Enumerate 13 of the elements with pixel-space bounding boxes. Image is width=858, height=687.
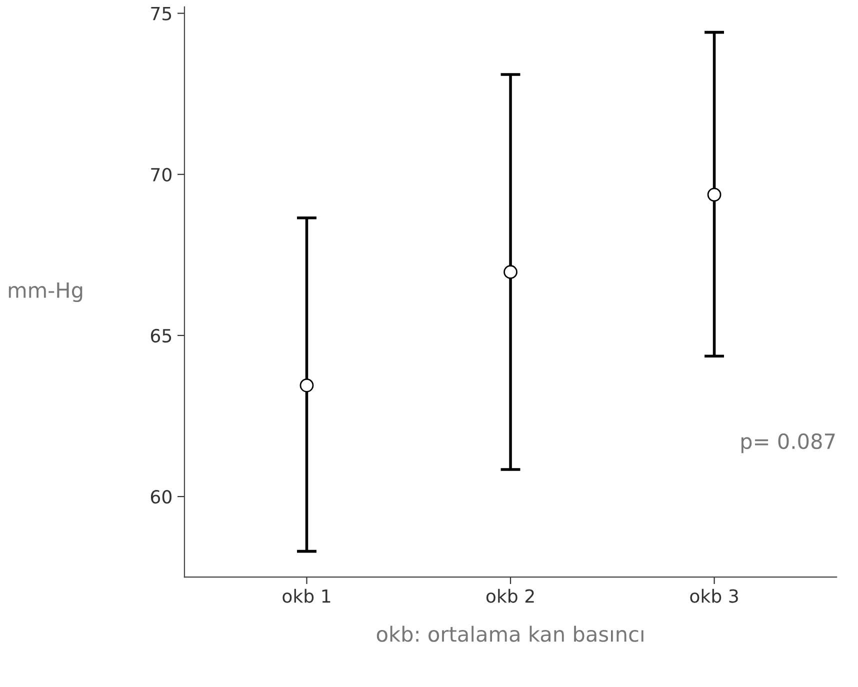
point bbox=[707, 188, 722, 202]
y-tick-label: 70 bbox=[151, 168, 172, 182]
x-tick-label: okb 3 bbox=[690, 588, 738, 603]
y-tick-label: 75 bbox=[151, 7, 172, 20]
point bbox=[504, 265, 518, 279]
point bbox=[300, 378, 314, 392]
x-axis-title: okb: ortalama kan basıncı bbox=[376, 626, 644, 642]
y-axis-title: mm-Hg bbox=[8, 282, 82, 302]
y-tick-label: 60 bbox=[150, 490, 172, 504]
x-tick-label: okb 1 bbox=[282, 588, 330, 603]
y-tick-label: 65 bbox=[150, 328, 172, 343]
x-tick-label: okb 2 bbox=[486, 588, 534, 603]
annotation: p= 0.087 bbox=[741, 433, 835, 454]
